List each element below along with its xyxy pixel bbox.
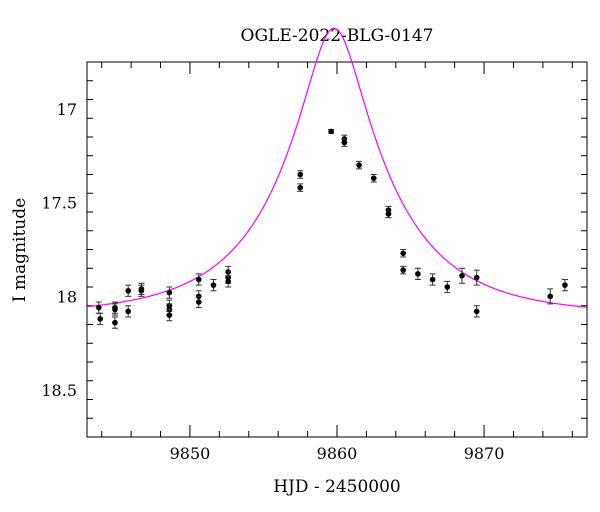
data-point [370, 175, 377, 182]
data-point [138, 286, 145, 292]
data-point [97, 316, 104, 322]
data-point [210, 282, 217, 288]
plot-frame [86, 61, 588, 438]
data-point [297, 184, 304, 191]
data-point [473, 308, 480, 315]
data-point [400, 267, 406, 273]
data-point [356, 162, 362, 168]
data-point [195, 299, 202, 305]
y-tick-label: 18.5 [41, 381, 77, 400]
data-point [341, 139, 348, 146]
data-point [125, 287, 131, 294]
data-point [547, 293, 554, 300]
data-point [195, 276, 202, 283]
data-point [297, 171, 304, 178]
data-point [166, 312, 173, 318]
y-tick-label: 17 [57, 100, 77, 119]
y-tick-label: 17.5 [41, 194, 77, 213]
model-curve [86, 27, 588, 308]
data-point [225, 278, 231, 285]
x-axis-label: HJD - 2450000 [273, 477, 401, 497]
y-tick-label: 18 [57, 287, 77, 306]
data-point [328, 128, 334, 135]
data-point [166, 289, 173, 296]
data-point [444, 284, 451, 290]
data-point [429, 276, 436, 283]
data-point [95, 304, 102, 311]
data-point [473, 274, 480, 281]
chart-title: OGLE-2022-BLG-0147 [241, 26, 434, 46]
data-point [112, 306, 118, 313]
x-tick-label: 9860 [317, 444, 358, 463]
data-point [112, 319, 118, 326]
data-point [125, 308, 131, 315]
y-axis-label: I magnitude [10, 198, 30, 302]
data-point [400, 250, 406, 257]
plot-area: 9850 9860 9870 17 17.5 18 18.5 [41, 27, 588, 463]
x-tick-label: 9870 [464, 444, 505, 463]
data-point [385, 211, 392, 217]
data-point [562, 282, 568, 288]
data-point [415, 271, 421, 277]
x-tick-label: 9850 [170, 444, 211, 463]
data-point [459, 272, 465, 279]
